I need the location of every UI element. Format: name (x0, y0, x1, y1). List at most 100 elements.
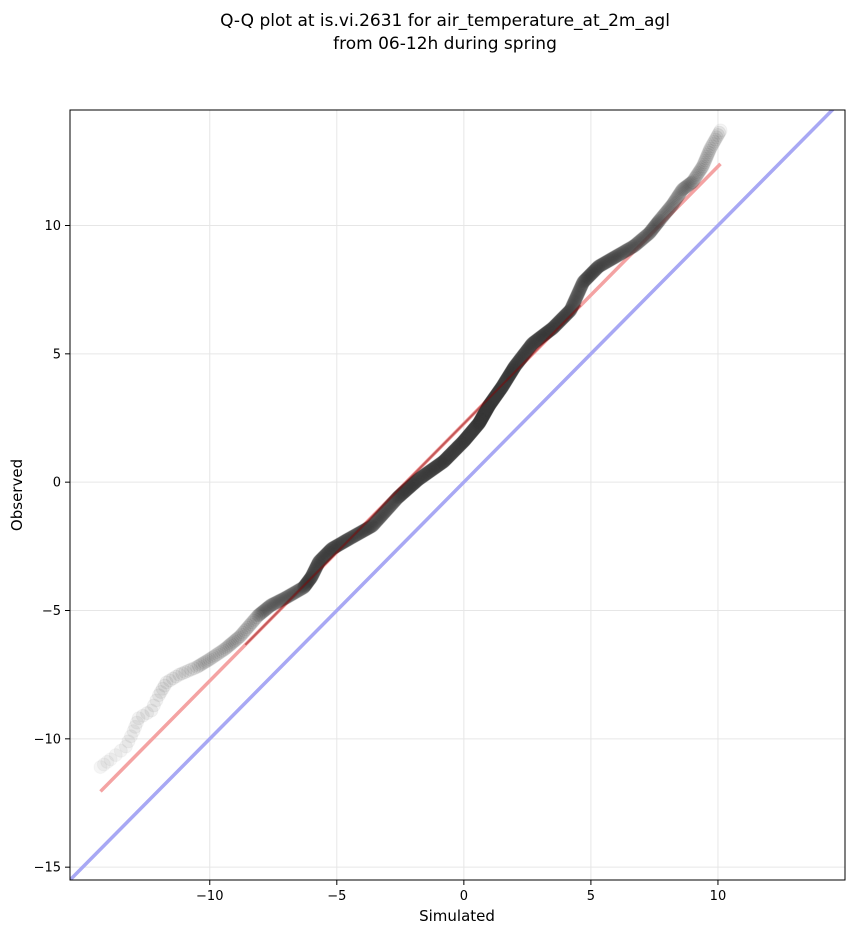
qq-point-252 (372, 511, 387, 526)
qq-point-596 (531, 332, 546, 347)
qq-point-338 (426, 461, 441, 476)
qq-point-797 (665, 197, 680, 212)
identity-line (70, 110, 835, 880)
qq-point-466 (480, 401, 495, 416)
qq-point-745 (623, 241, 638, 256)
qq-point-343 (430, 459, 445, 474)
qq-point-685 (579, 272, 594, 287)
qq-point-65 (245, 615, 260, 630)
qq-point-328 (420, 466, 435, 481)
qq-point-630 (551, 315, 566, 330)
qq-point-489 (487, 390, 502, 405)
qq-point-550 (507, 359, 522, 374)
qq-point-210 (340, 532, 355, 547)
qq-point-14 (140, 706, 155, 721)
qq-point-841 (705, 137, 720, 152)
qq-point-539 (503, 365, 518, 380)
qq-point-372 (446, 444, 461, 459)
qq-point-379 (449, 441, 464, 456)
qq-point-453 (477, 407, 492, 422)
qq-point-375 (447, 443, 462, 458)
qq-point-484 (485, 393, 500, 408)
qq-point-363 (441, 449, 456, 464)
qq-point-529 (500, 371, 515, 386)
qq-point-644 (559, 307, 574, 322)
qq-point-243 (365, 518, 380, 533)
qq-point-420 (467, 421, 482, 436)
qq-point-619 (545, 321, 560, 336)
qq-point-124 (298, 577, 313, 592)
qq-point-10 (128, 720, 142, 734)
qq-point-441 (474, 412, 489, 427)
qq-point-496 (489, 387, 504, 402)
qq-point-154 (309, 560, 324, 575)
qq-point-235 (359, 522, 374, 537)
qq-point-739 (618, 244, 633, 259)
qq-point-308 (407, 475, 422, 490)
qq-point-177 (319, 546, 334, 561)
qq-point-707 (592, 259, 607, 274)
qq-point-792 (660, 203, 675, 218)
qq-point-494 (489, 388, 504, 403)
qq-point-794 (662, 201, 677, 216)
qq-point-429 (470, 417, 485, 432)
qq-point-519 (497, 376, 512, 391)
qq-point-377 (448, 442, 463, 457)
qq-point-776 (648, 218, 663, 233)
qq-point-806 (672, 186, 687, 201)
qq-point-458 (478, 404, 493, 419)
qq-point-652 (564, 302, 579, 317)
qq-point-254 (373, 509, 388, 524)
qq-point-607 (538, 327, 553, 342)
qq-point-556 (510, 355, 525, 370)
qq-point-816 (681, 177, 696, 192)
qq-point-604 (536, 328, 551, 343)
qq-point-808 (674, 183, 689, 198)
qq-point-532 (501, 369, 516, 384)
qq-point-241 (363, 519, 378, 534)
qq-point-462 (479, 403, 494, 418)
qq-point-614 (542, 323, 557, 338)
qq-point-651 (563, 303, 578, 318)
qq-point-89 (269, 595, 284, 610)
qq-point-258 (376, 506, 391, 521)
qq-point-128 (300, 575, 315, 590)
qq-point-737 (616, 245, 631, 260)
qq-point-411 (463, 426, 478, 441)
qq-point-733 (612, 247, 627, 262)
qq-point-531 (501, 369, 516, 384)
qq-point-690 (582, 269, 597, 284)
qq-point-380 (450, 440, 465, 455)
qq-point-674 (573, 280, 588, 295)
qq-point-523 (498, 374, 513, 389)
qq-point-208 (339, 533, 354, 548)
qq-point-624 (548, 318, 563, 333)
qq-point-209 (339, 533, 354, 548)
qq-point-85 (265, 597, 280, 612)
qq-point-404 (461, 429, 476, 444)
qq-point-364 (442, 448, 457, 463)
qq-point-329 (420, 465, 435, 480)
qq-point-141 (305, 568, 320, 583)
qq-point-171 (316, 549, 331, 564)
qq-point-69 (251, 608, 266, 623)
qq-point-580 (522, 340, 537, 355)
qq-point-837 (701, 145, 716, 160)
qq-point-434 (472, 415, 487, 430)
qq-point-38 (200, 653, 215, 668)
qq-point-231 (356, 523, 371, 538)
qq-point-393 (456, 434, 471, 449)
qq-point-689 (581, 269, 596, 284)
qq-point-84 (264, 597, 279, 612)
qq-point-789 (657, 206, 672, 221)
qq-point-833 (698, 153, 713, 168)
qq-point-572 (518, 345, 533, 360)
qq-point-86 (266, 596, 281, 611)
qq-point-250 (370, 512, 385, 527)
y-tick-label-2: −5 (42, 604, 61, 619)
qq-point-136 (303, 571, 318, 586)
qq-point-599 (533, 330, 548, 345)
qq-point-368 (444, 446, 459, 461)
qq-point-165 (313, 553, 328, 568)
qq-point-394 (457, 433, 472, 448)
